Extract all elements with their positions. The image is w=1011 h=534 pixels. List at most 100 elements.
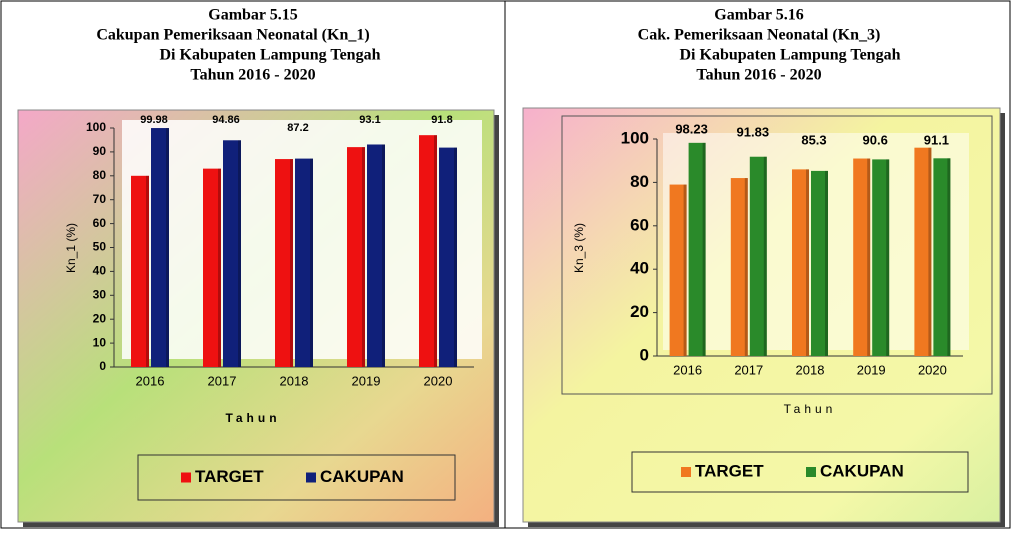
- bar: [151, 128, 169, 367]
- bar: [223, 140, 241, 367]
- y-tick-label: 70: [93, 192, 107, 206]
- chart-title: Di Kabupaten Lampung Tengah: [160, 47, 381, 64]
- legend-label: CAKUPAN: [820, 461, 904, 480]
- bar: [811, 170, 828, 356]
- y-tick-label: 60: [630, 215, 649, 234]
- legend-swatch: [306, 472, 316, 483]
- legend-swatch: [806, 467, 816, 477]
- y-tick-label: 0: [640, 345, 649, 364]
- bar-side: [806, 169, 809, 356]
- bar-side: [434, 135, 437, 367]
- bar: [933, 158, 951, 356]
- bar: [792, 169, 809, 356]
- data-label: 94.86: [212, 114, 240, 126]
- chart-title: Gambar 5.15: [208, 7, 297, 24]
- y-tick-label: 100: [86, 120, 106, 134]
- bar: [347, 147, 365, 367]
- bar-side: [928, 147, 932, 356]
- bar-side: [947, 158, 951, 356]
- chart-title: Tahun 2016 - 2020: [696, 67, 821, 84]
- x-tick-label: 2018: [280, 373, 309, 388]
- legend-box: [631, 451, 969, 493]
- x-tick-label: 2020: [918, 362, 947, 377]
- legend-swatch: [181, 472, 191, 483]
- legend-box: [137, 454, 456, 501]
- bar: [853, 158, 871, 356]
- bar: [439, 147, 457, 367]
- bar-side: [218, 168, 221, 367]
- bar-side: [744, 178, 748, 356]
- data-label: 91.83: [737, 124, 770, 139]
- y-tick-label: 20: [93, 311, 107, 325]
- x-tick-label: 2016: [673, 362, 702, 377]
- bar: [419, 135, 437, 367]
- bar: [669, 184, 687, 356]
- data-label: 90.6: [863, 132, 888, 147]
- bar-side: [238, 140, 241, 367]
- y-tick-label: 40: [93, 264, 107, 278]
- bar-side: [763, 156, 767, 356]
- legend-label: TARGET: [695, 461, 764, 480]
- x-tick-label: 2017: [734, 362, 763, 377]
- x-axis-label: Tahun: [784, 402, 837, 416]
- chart-title: Cak. Pemeriksaan Neonatal (Kn_3): [638, 27, 881, 44]
- x-tick-label: 2019: [857, 362, 886, 377]
- bar: [730, 178, 748, 356]
- x-tick-label: 2019: [352, 373, 381, 388]
- bar: [203, 168, 221, 367]
- data-label: 99.98: [140, 114, 168, 126]
- data-label: 91.8: [431, 114, 452, 126]
- bar: [914, 147, 932, 356]
- y-tick-label: 0: [99, 359, 106, 373]
- y-tick-label: 80: [93, 168, 107, 182]
- bar: [131, 175, 149, 367]
- y-tick-label: 40: [630, 259, 649, 278]
- data-label: 85.3: [801, 132, 826, 147]
- bar: [688, 142, 706, 356]
- x-axis-label: Tahun: [225, 411, 280, 425]
- y-axis-label: Kn_1 (%): [64, 223, 78, 273]
- plot-frame: [561, 115, 993, 395]
- y-axis-label: Kn_3 (%): [572, 223, 586, 273]
- legend-swatch: [681, 467, 691, 477]
- data-label: 87.2: [287, 122, 308, 134]
- chart-title: Di Kabupaten Lampung Tengah: [680, 47, 901, 64]
- bar-side: [382, 144, 385, 367]
- data-label: 98.23: [675, 121, 708, 136]
- bar-side: [166, 128, 169, 367]
- bar-side: [290, 159, 293, 367]
- data-label: 93.1: [359, 114, 380, 126]
- y-tick-label: 60: [93, 216, 107, 230]
- x-tick-label: 2016: [136, 373, 165, 388]
- y-tick-label: 30: [93, 287, 107, 301]
- data-label: 91.1: [924, 132, 949, 147]
- bar: [367, 144, 385, 367]
- bar-side: [146, 175, 149, 367]
- bar: [275, 159, 293, 367]
- bar-side: [825, 170, 828, 356]
- bar-side: [867, 158, 871, 356]
- x-tick-label: 2017: [208, 373, 237, 388]
- y-tick-label: 50: [93, 240, 107, 254]
- bar-side: [702, 142, 706, 356]
- x-tick-label: 2018: [796, 362, 825, 377]
- x-tick-label: 2020: [424, 373, 453, 388]
- chart-title: Tahun 2016 - 2020: [190, 67, 315, 84]
- chart-title: Gambar 5.16: [714, 7, 803, 24]
- bar-side: [362, 147, 365, 367]
- bar-side: [886, 159, 890, 356]
- y-tick-label: 100: [621, 128, 649, 147]
- bar: [872, 159, 890, 356]
- y-tick-label: 20: [630, 302, 649, 321]
- bar-side: [454, 147, 457, 367]
- y-tick-label: 10: [93, 335, 107, 349]
- bar: [295, 158, 313, 367]
- bar-side: [310, 158, 313, 367]
- legend-label: CAKUPAN: [320, 467, 404, 486]
- y-tick-label: 90: [93, 144, 107, 158]
- chart-title: Cakupan Pemeriksaan Neonatal (Kn_1): [96, 27, 369, 44]
- bar-side: [683, 184, 687, 356]
- legend-label: TARGET: [195, 467, 264, 486]
- bar: [749, 156, 767, 356]
